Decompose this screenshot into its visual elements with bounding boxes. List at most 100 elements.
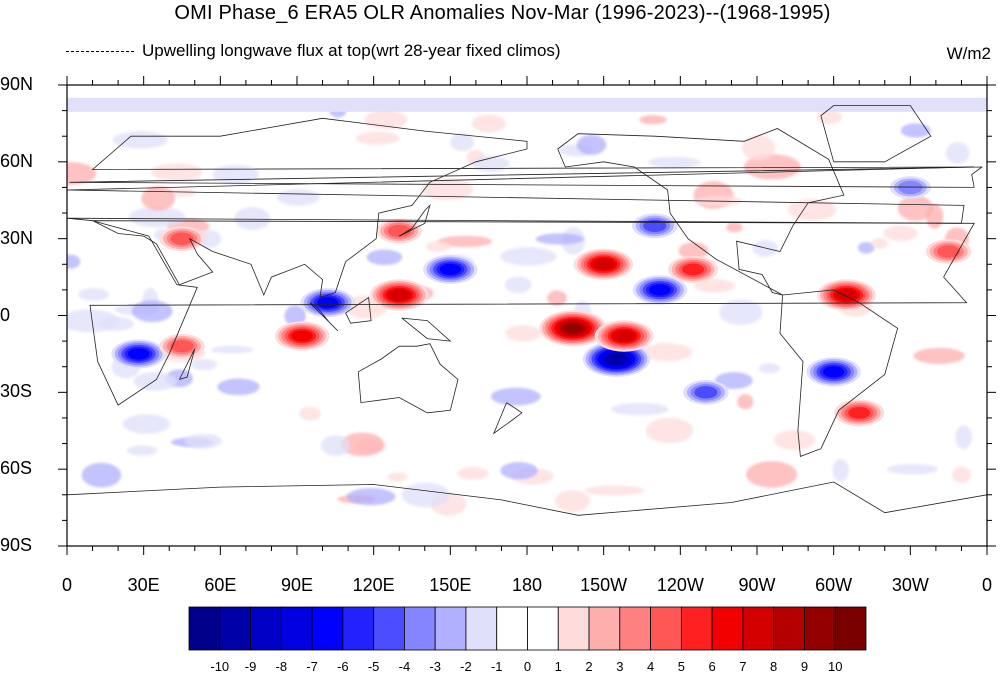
lat-tick-label: 90S [0,535,33,555]
anomaly-patch [925,203,944,229]
colorbar-tick-label: 6 [708,659,716,674]
anomaly-patch [500,247,557,266]
anomaly-patch [945,142,970,164]
anomaly-patch [217,378,260,396]
anomaly-patch [78,288,110,301]
colorbar-tick-label: 1 [554,659,562,674]
lon-tick-label: 30E [127,575,160,595]
anomaly-patch [719,299,763,326]
anomaly-patch [639,115,667,125]
colorbar-swatch [311,606,344,651]
anomaly-patch [457,466,489,480]
anomaly-contour [606,353,627,365]
colorbar-swatch [619,606,651,651]
colorbar-tick-label: 2 [585,659,593,674]
anomaly-patch [714,372,753,390]
coastline [779,289,899,457]
anomaly-patch [752,239,779,257]
anomaly-contour [613,330,635,342]
anomaly-patch [500,462,538,480]
anomaly-patch [112,131,168,149]
anomaly-contour [563,323,583,334]
anomaly-patch [190,358,218,371]
lon-tick-label: 180 [511,575,543,595]
colorbar-tick-label: 9 [800,659,809,674]
anomaly-patch [340,432,384,457]
anomaly-patch [81,462,122,488]
anomaly-patch [450,133,475,152]
anomaly-patch [299,406,321,421]
left-subtitle: Upwelling longwave flux at top(wrt 28-ye… [66,41,561,61]
coastline [345,296,372,324]
colorbar-swatch [250,606,282,651]
colorbar-tick-label: -3 [429,659,441,674]
anomaly-patch [141,186,176,211]
lon-tick-label: 120E [352,575,395,595]
anomaly-patch [900,123,931,138]
lon-tick-label: 90E [280,575,314,595]
colorbar-tick-label: 0 [523,659,532,674]
colorbar-swatch [680,606,713,651]
colorbar-tick-label: -8 [275,659,288,674]
anomaly-patch [610,402,669,416]
lon-tick-label: 60E [204,575,237,595]
lat-tick-label: 30S [0,381,33,402]
colorbar-swatch [465,606,498,651]
anomaly-patch [694,278,735,293]
anomaly-patch [67,161,97,185]
anomaly-patch [504,276,532,294]
lon-tick-label: 150E [429,575,472,595]
colorbar-swatch [557,606,590,651]
colorbar-swatch [711,606,744,651]
colorbar-tick-label: 8 [770,659,778,674]
colorbar-swatch [588,606,621,651]
colorbar-swatch [496,606,528,651]
colorbar-swatch [650,606,682,651]
anomaly-patch [284,305,306,327]
colorbar-tick-label: -5 [367,659,380,674]
colorbar-tick-label: -7 [306,659,318,674]
axis-ticks [58,76,996,555]
coastline [69,166,984,188]
anomaly-patch [505,324,542,342]
anomaly-patch [128,206,186,228]
anomaly-patch [546,290,567,306]
anomaly-patch [425,241,452,253]
coastline [67,481,987,516]
colorbar-swatch [219,606,251,651]
colorbar-tick-label: -9 [244,659,257,674]
lon-tick-label: 120W [656,575,704,595]
colorbar-tick-label: 4 [646,659,655,674]
anomaly-patch [168,188,196,197]
anomaly-patch [857,241,875,254]
anomaly-patch [321,435,351,457]
anomaly-patch [758,363,781,374]
colorbar-swatch [373,606,405,651]
colorbar-tick-label: 7 [739,659,747,674]
lon-tick-label: 150W [580,575,628,595]
anomaly-patch [471,114,506,133]
colorbar-tick-label: -6 [337,659,349,674]
anomaly-contour [836,289,857,301]
anomaly-contour [387,224,411,238]
colorbar-swatch [280,606,313,651]
anomaly-patch [366,249,403,266]
anomaly-contour [848,406,871,419]
lon-tick-label: 0 [981,575,992,595]
anomaly-patch [151,163,203,181]
anomaly-contour [643,219,667,233]
colorbar-swatch [527,606,559,651]
anomaly-contour [170,340,194,353]
anomaly-patch [131,300,173,323]
colorbar-tick-label: -4 [398,659,411,674]
anomaly-contour [898,180,923,195]
dashed-line-legend-icon [66,51,134,53]
anomaly-contour [937,245,961,258]
units-label: W/m2 [946,44,991,63]
lat-tick-label: 0 [0,304,11,325]
anomaly-band [67,97,987,112]
anomaly-contour [682,263,705,276]
anomaly-patch [913,347,965,364]
coastline [492,402,523,435]
